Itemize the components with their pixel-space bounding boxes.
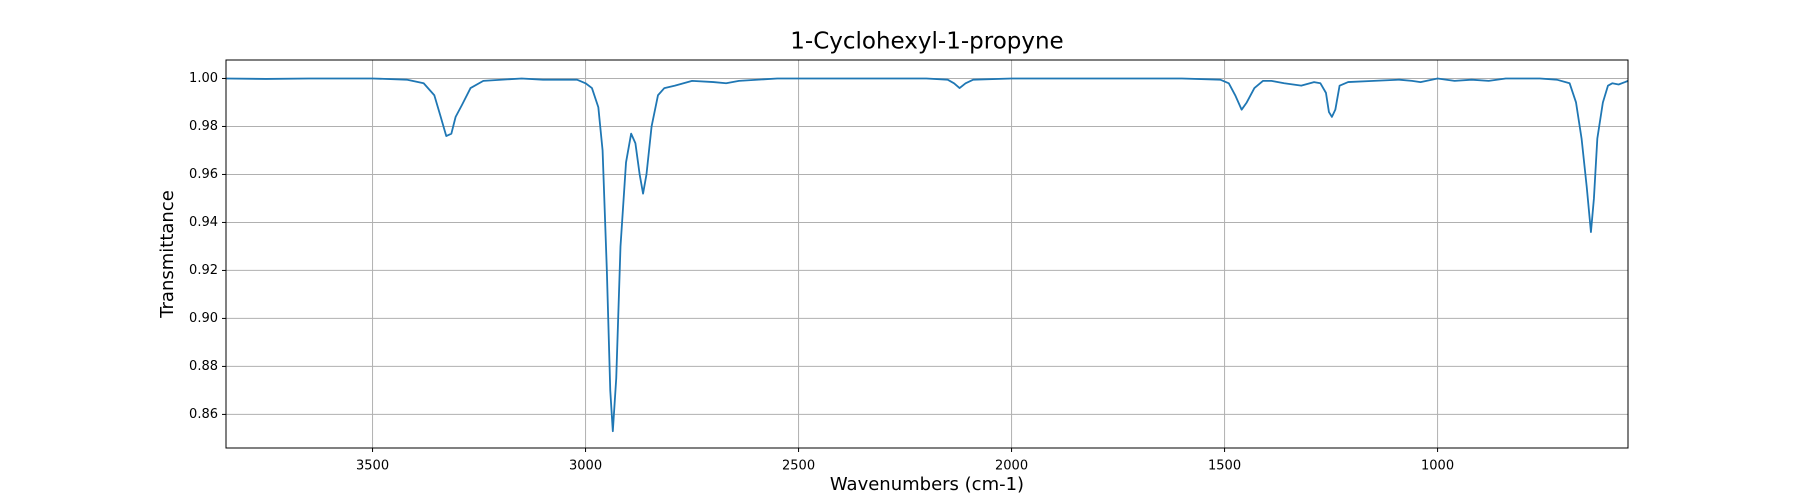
x-tick-label: 1500 (1208, 459, 1241, 474)
plot-frame (225, 59, 1629, 449)
y-tick-label: 0.98 (189, 119, 218, 134)
y-tick-label: 1.00 (189, 71, 218, 86)
x-tick-label: 2500 (782, 459, 815, 474)
x-tick-label: 2000 (995, 459, 1028, 474)
y-tick-label: 0.92 (189, 263, 218, 278)
y-tick-label: 0.90 (189, 311, 218, 326)
chart-title: 1-Cyclohexyl-1-propyne (790, 29, 1063, 55)
x-tick-label: 1000 (1421, 459, 1454, 474)
y-axis-label: Transmittance (157, 190, 178, 319)
spectrum-line (225, 77, 1629, 433)
y-tick-label: 0.94 (189, 215, 218, 230)
y-tick-label: 0.88 (189, 359, 218, 374)
y-tick-label: 0.96 (189, 167, 218, 182)
x-tick-label: 3500 (356, 459, 389, 474)
y-tick-label: 0.86 (189, 407, 218, 422)
x-tick-label: 3000 (569, 459, 602, 474)
x-axis-label: Wavenumbers (cm-1) (830, 474, 1024, 495)
